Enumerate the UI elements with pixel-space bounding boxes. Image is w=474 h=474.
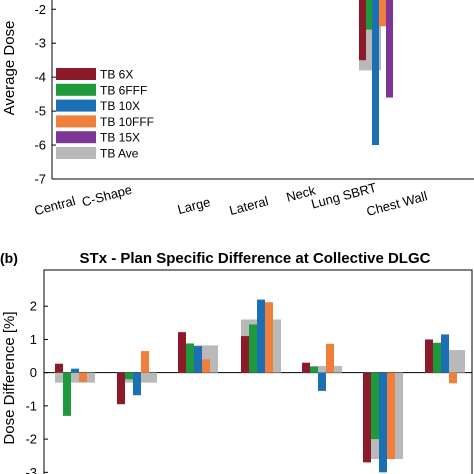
panel-a-legend-swatch-tb-10x xyxy=(56,99,96,112)
panel-b-y-ticks: 2 1 0 -1 -2 -3 xyxy=(25,299,48,474)
panel-b-title: STx - Plan Specific Difference at Collec… xyxy=(80,250,431,267)
panel-b-bar-tb-10x-lung-sbrt xyxy=(379,372,387,473)
panel-b-bar-tb-6x-large xyxy=(178,332,186,373)
panel-a-legend-swatch-tb-10fff xyxy=(56,115,96,128)
panel-a-y-tick-label: -6 xyxy=(34,138,46,153)
panel-b-bar-tb-6fff-large xyxy=(186,343,194,373)
panel-b-bar-tb-6fff-c-shape xyxy=(125,372,133,380)
panel-b-y-axis-title: Dose Difference [%] xyxy=(1,311,18,444)
panel-b-bar-tb-6x-c-shape xyxy=(117,372,125,405)
panel-a-y-tick-label: -5 xyxy=(34,104,46,119)
panel-b-bar-tb-6fff-central xyxy=(63,372,71,416)
panel-b-bar-tb-6fff-lung-sbrt xyxy=(371,372,379,440)
panel-a-y-tick-label: -7 xyxy=(34,172,46,187)
panel-b-y-tick-label: -3 xyxy=(25,465,37,474)
panel-a-bar-tb-6x-lung-sbrt xyxy=(359,0,366,61)
panel-b-y-tick-label: -1 xyxy=(25,398,37,413)
panel-b-bar-tb-6fff-lateral xyxy=(249,324,257,373)
panel-a-y-axis-title: Average Dose xyxy=(1,21,18,116)
panel-a-category-large: Large xyxy=(176,194,212,217)
panel-b-chart: (b) STx - Plan Specific Difference at Co… xyxy=(0,250,473,474)
panel-a-legend-label-tb-ave: TB Ave xyxy=(100,147,139,161)
panel-b-y-tick-label: 2 xyxy=(30,299,37,314)
panel-b-bar-tb-10x-c-shape xyxy=(133,372,141,396)
panel-b-bar-tb-10fff-neck xyxy=(326,343,334,373)
panel-b-bar-tb-6fff-chest-wall xyxy=(433,342,441,373)
panel-a-bar-tb-10fff-lung-sbrt xyxy=(379,0,386,27)
panel-b-bar-tb-10x-chest-wall xyxy=(441,334,449,373)
panel-b-bars xyxy=(55,299,465,473)
panel-a-legend-label-tb-10fff: TB 10FFF xyxy=(100,115,154,129)
panel-b-bar-tb-6x-lung-sbrt xyxy=(363,372,371,463)
panel-b-bar-tb-10fff-c-shape xyxy=(141,351,149,373)
panel-a-legend-swatch-tb-6fff xyxy=(56,83,96,96)
panel-a-bars xyxy=(359,0,393,146)
panel-a-chart: Average Dose -2 -3 -4 -5 -6 -7 Central C-Shape… xyxy=(1,0,474,219)
panel-b-bar-tb-10fff-lung-sbrt xyxy=(387,372,395,460)
panel-a-axes xyxy=(51,0,474,180)
panel-a-bar-tb-10x-lung-sbrt xyxy=(372,0,379,146)
panel-b-bar-tb-10x-lateral xyxy=(257,299,265,373)
panel-b-bar-tb-ave-neck xyxy=(302,366,342,373)
panel-a-legend-label-tb-6x: TB 6X xyxy=(100,68,133,82)
panel-b-bar-tb-ave-central xyxy=(55,372,95,383)
panel-a-bar-tb-6fff-lung-sbrt xyxy=(366,0,373,30)
panel-a-category-lateral: Lateral xyxy=(228,193,270,218)
panel-b-bar-tb-10fff-lateral xyxy=(265,302,273,373)
panel-b-bar-tb-10x-neck xyxy=(318,372,326,391)
panel-a-y-tick-label: -4 xyxy=(34,70,46,85)
panel-b-bar-tb-6x-neck xyxy=(302,362,310,373)
panel-b-bar-tb-6fff-neck xyxy=(310,366,318,373)
panel-b-bar-tb-6x-chest-wall xyxy=(425,339,433,373)
panel-b-bar-tb-10fff-central xyxy=(79,372,87,382)
panel-b-label: (b) xyxy=(0,250,18,266)
panel-b-frame xyxy=(43,269,473,474)
panel-b-bar-tb-10fff-chest-wall xyxy=(449,372,457,384)
panel-b-bar-tb-6x-lateral xyxy=(241,336,249,373)
panel-a-legend-label-tb-6fff: TB 6FFF xyxy=(100,83,147,97)
panel-a-y-ticks: -2 -3 -4 -5 -6 -7 xyxy=(34,2,56,187)
panel-a-category-c-shape: C-Shape xyxy=(80,182,133,210)
panel-a-bar-tb-15x-lung-sbrt xyxy=(386,0,393,98)
panel-b-y-tick-label: -2 xyxy=(25,432,37,447)
panel-a-legend-swatch-tb-15x xyxy=(56,131,96,144)
panel-b-bar-tb-10x-central xyxy=(71,368,79,373)
panel-a-legend-swatch-tb-6x xyxy=(56,68,96,80)
panel-b-bar-tb-6x-central xyxy=(55,363,63,373)
panel-b-y-tick-label: 0 xyxy=(30,365,37,380)
panel-a-y-tick-label: -3 xyxy=(34,36,46,51)
panel-a-y-tick-label: -2 xyxy=(34,2,46,17)
panel-b-y-tick-label: 1 xyxy=(30,332,37,347)
panel-a-legend-swatch-tb-ave xyxy=(56,147,96,159)
panel-b-bar-tb-10fff-large xyxy=(202,359,210,373)
panel-a-legend-label-tb-15x: TB 15X xyxy=(100,131,140,145)
panel-b-bar-tb-10x-large xyxy=(194,346,202,373)
panel-a-legend-label-tb-10x: TB 10X xyxy=(100,99,140,113)
panel-a-category-central: Central xyxy=(33,193,77,218)
